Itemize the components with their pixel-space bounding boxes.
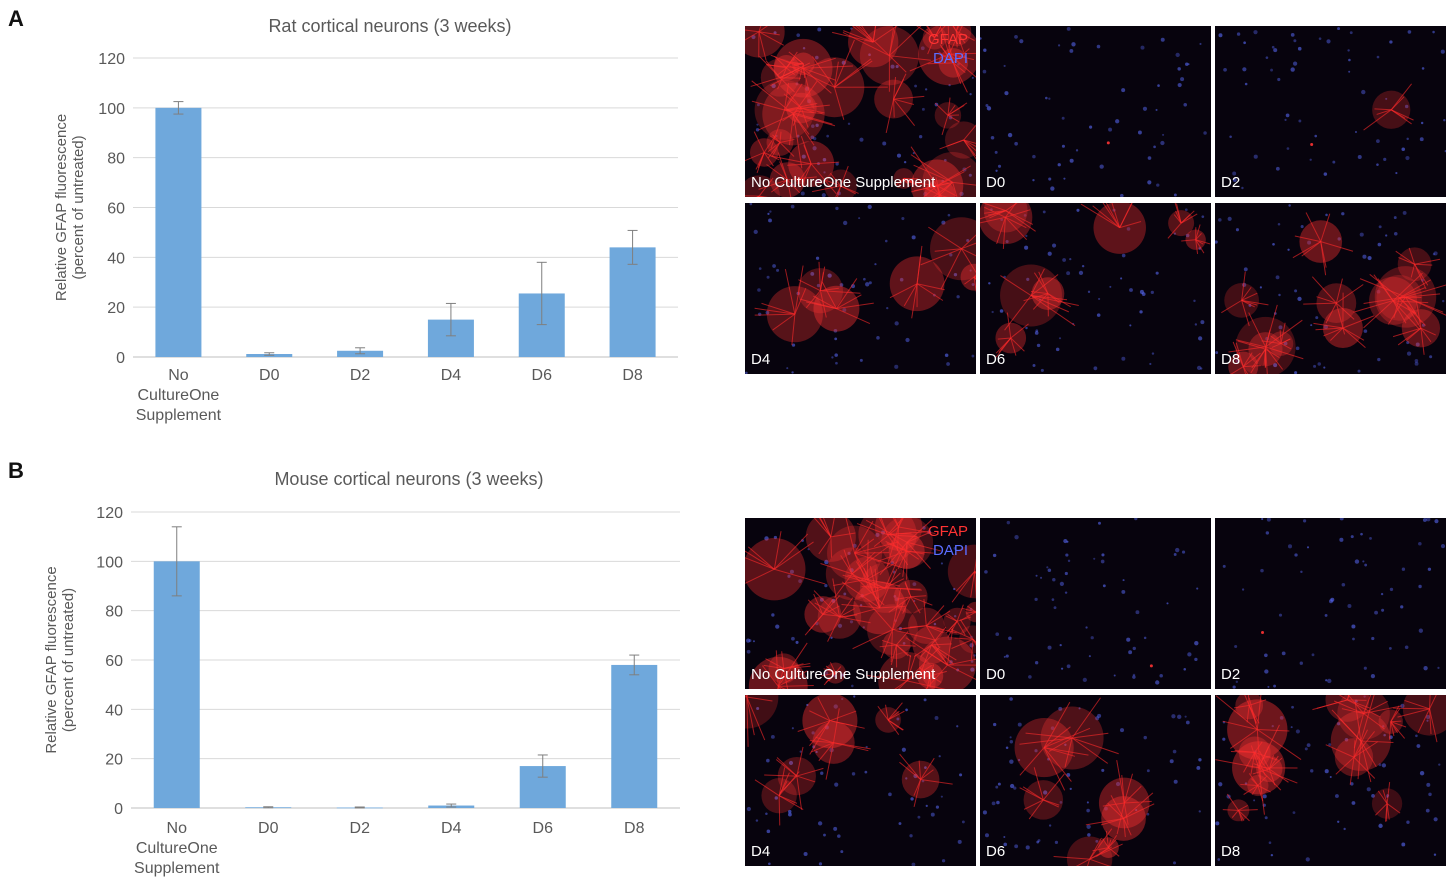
- image-grid-b: GFAP DAPI No CultureOne Supplement D0 D2 D4 D6…: [745, 518, 1447, 868]
- panel-b-letter: B: [8, 458, 24, 483]
- y-tick-label: 20: [105, 752, 123, 769]
- bar: [155, 107, 202, 357]
- micrograph-label: D4: [751, 843, 771, 860]
- micrograph-label: D8: [1221, 843, 1241, 860]
- chart-title: Mouse cortical neurons (3 weeks): [274, 469, 543, 489]
- micrograph-d2: D2: [1215, 26, 1446, 197]
- bar: [611, 664, 658, 808]
- micrograph-label: No CultureOne Supplement: [751, 174, 936, 191]
- y-axis-title: Relative GFAP fluorescence(percent of un…: [43, 566, 77, 753]
- category-label: D2: [350, 820, 371, 837]
- micrograph-d0: D0: [980, 518, 1211, 689]
- y-tick-label: 0: [116, 350, 125, 367]
- legend-dapi: DAPI: [932, 50, 968, 67]
- category-label: D2: [350, 367, 371, 384]
- stain-legend: GFAP DAPI: [928, 30, 968, 68]
- stain-legend: GFAP DAPI: [928, 522, 968, 560]
- fluorescence-image: [1222, 518, 1446, 689]
- y-tick-label: 80: [107, 151, 125, 168]
- y-tick-label: 120: [98, 51, 125, 68]
- chart-a: Rat cortical neurons (3 weeks) 0 20 40 60 80 1…: [53, 16, 678, 424]
- micrograph-label: D8: [1221, 351, 1241, 368]
- fluorescence-image: [982, 697, 1202, 866]
- category-label: D0: [259, 367, 280, 384]
- y-tick-label: 100: [96, 554, 123, 571]
- micrograph-d0: D0: [980, 26, 1211, 197]
- fluorescence-image: [1215, 695, 1446, 862]
- micrograph-d2: D2: [1215, 518, 1446, 689]
- category-label: D0: [258, 820, 279, 837]
- category-label: D6: [533, 820, 554, 837]
- micrograph-no-cultureone-supplement: GFAP DAPI No CultureOne Supplement: [745, 26, 976, 197]
- fluorescence-image: [745, 695, 965, 866]
- y-tick-label: 40: [105, 702, 123, 719]
- fluorescence-image: [980, 203, 1211, 372]
- micrograph-label: D6: [986, 351, 1006, 368]
- y-axis-title: Relative GFAP fluorescence(percent of un…: [53, 114, 87, 301]
- y-tick-label: 120: [96, 505, 123, 522]
- legend-dapi: DAPI: [932, 542, 968, 559]
- bar: [153, 561, 200, 808]
- micrograph-d6: D6: [980, 695, 1211, 866]
- category-label: D6: [532, 367, 553, 384]
- fluorescence-image: [984, 518, 1199, 685]
- panel-a-letter: A: [8, 6, 24, 31]
- micrograph-label: D0: [986, 174, 1006, 191]
- micrograph-label: D4: [751, 351, 771, 368]
- fluorescence-image: [745, 518, 976, 689]
- category-label: D4: [441, 367, 462, 384]
- fluorescence-image: [980, 26, 1207, 197]
- micrograph-d4: D4: [745, 695, 976, 866]
- image-grid-a: GFAP DAPI No CultureOne Supplement D0 D2 D4 D6…: [745, 26, 1447, 376]
- chart-b: Mouse cortical neurons (3 weeks) 0 20 40 60 8…: [43, 469, 680, 877]
- micrograph-d8: D8: [1215, 203, 1446, 374]
- micrograph-label: D6: [986, 843, 1006, 860]
- y-tick-label: 80: [105, 604, 123, 621]
- y-tick-label: 60: [105, 653, 123, 670]
- y-tick-label: 0: [114, 801, 123, 818]
- micrograph-d6: D6: [980, 203, 1211, 374]
- legend-gfap: GFAP: [927, 523, 968, 540]
- fluorescence-image: [745, 203, 976, 374]
- micrograph-no-cultureone-supplement: GFAP DAPI No CultureOne Supplement: [745, 518, 976, 689]
- category-label: No CultureOne Supplement: [136, 367, 222, 424]
- bar: [609, 247, 656, 357]
- y-tick-label: 40: [107, 250, 125, 267]
- category-label: D8: [622, 367, 643, 384]
- micrograph-label: D0: [986, 666, 1006, 683]
- fluorescence-image: [745, 26, 976, 197]
- y-tick-label: 20: [107, 300, 125, 317]
- micrograph-d8: D8: [1215, 695, 1446, 866]
- micrograph-label: D2: [1221, 666, 1241, 683]
- chart-title: Rat cortical neurons (3 weeks): [268, 16, 511, 36]
- legend-gfap: GFAP: [927, 31, 968, 48]
- micrograph-label: No CultureOne Supplement: [751, 666, 936, 683]
- micrograph-d4: D4: [745, 203, 976, 374]
- micrograph-label: D2: [1221, 174, 1241, 191]
- fluorescence-image: [1215, 204, 1446, 374]
- category-label: No CultureOne Supplement: [134, 820, 220, 877]
- category-label: D8: [624, 820, 645, 837]
- y-tick-label: 60: [107, 201, 125, 218]
- y-tick-label: 100: [98, 101, 125, 118]
- fluorescence-image: [1218, 27, 1446, 190]
- category-label: D4: [441, 820, 462, 837]
